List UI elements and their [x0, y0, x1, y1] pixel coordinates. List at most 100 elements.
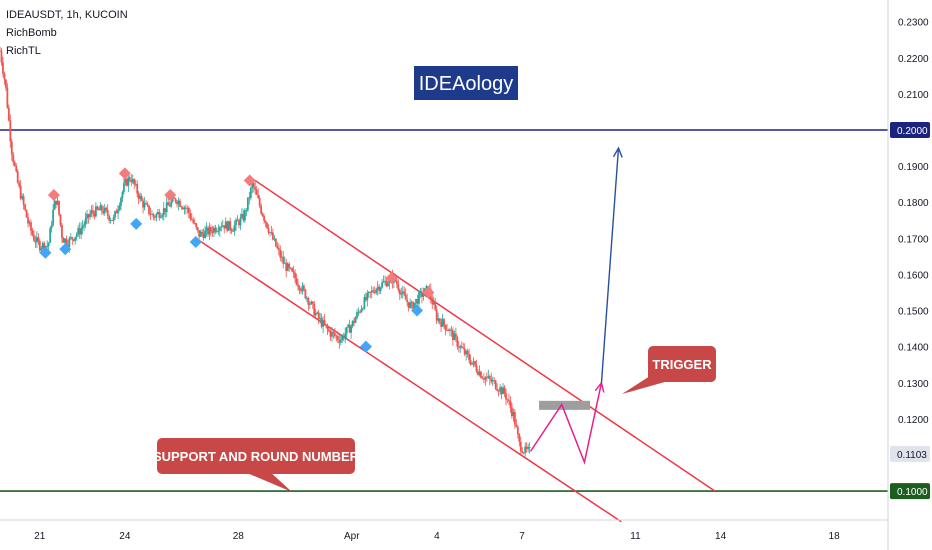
- candle-body: [487, 376, 490, 378]
- candle-body: [232, 231, 234, 232]
- candle-body: [366, 293, 369, 301]
- candle-body: [364, 297, 367, 301]
- candle-body: [161, 215, 164, 217]
- candle-body: [311, 301, 314, 304]
- x-tick-label: 4: [434, 531, 440, 542]
- candle-body: [440, 321, 443, 327]
- candle-body: [362, 308, 364, 310]
- candle-body: [466, 350, 469, 355]
- candle-body: [224, 221, 227, 229]
- trigger-label-box[interactable]: [648, 346, 716, 382]
- candle-body: [387, 283, 389, 287]
- candle-body: [333, 333, 336, 336]
- candle-body: [171, 197, 174, 202]
- candle-body: [49, 228, 52, 243]
- candle-body: [363, 297, 366, 309]
- candle-body: [497, 390, 500, 392]
- channel-upper-line[interactable]: [252, 178, 716, 492]
- candle-body: [97, 209, 100, 211]
- candle-body: [373, 291, 376, 293]
- candle-body: [348, 324, 351, 333]
- trigger-zone[interactable]: [539, 400, 591, 410]
- candle-body: [260, 205, 263, 214]
- candle-body: [480, 371, 482, 378]
- candle-body: [267, 228, 270, 233]
- candle-body: [496, 389, 499, 391]
- candle-body: [283, 262, 286, 264]
- x-tick-label: 18: [829, 531, 841, 542]
- x-tick-label: 11: [630, 531, 641, 542]
- candle-body: [521, 451, 524, 453]
- candle-body: [242, 213, 245, 221]
- candle-body: [133, 179, 136, 185]
- candle-body: [75, 234, 78, 238]
- candle-body: [385, 280, 388, 287]
- candle-body: [500, 387, 503, 395]
- candle-body: [9, 120, 12, 142]
- candle-body: [230, 229, 233, 232]
- candle-body: [449, 329, 451, 332]
- candle-body: [282, 256, 285, 264]
- candle-body: [359, 311, 361, 313]
- candle-body: [484, 377, 487, 380]
- candle-body: [344, 333, 347, 339]
- candle-body: [515, 424, 518, 427]
- candle-body: [53, 200, 56, 210]
- bear-signal-marker: [243, 174, 256, 187]
- candle-body: [146, 203, 149, 206]
- candle-body: [481, 377, 484, 379]
- candle-body: [127, 177, 130, 186]
- candle-body: [214, 227, 217, 232]
- candle-body: [421, 291, 423, 297]
- channel-lower-line[interactable]: [198, 239, 622, 523]
- candle-body: [446, 329, 448, 331]
- candle-body: [5, 79, 7, 88]
- candle-body: [124, 178, 127, 184]
- candle-body: [59, 214, 62, 225]
- candle-body: [475, 365, 478, 372]
- candle-body: [108, 215, 111, 221]
- candle-body: [257, 194, 260, 199]
- candle-body: [307, 298, 310, 305]
- candle-body: [15, 165, 18, 172]
- y-tick-label: 0.1300: [898, 379, 929, 390]
- candle-body: [100, 205, 103, 211]
- candle-body: [177, 200, 180, 205]
- candle-body: [195, 223, 198, 228]
- candle-body: [347, 324, 350, 328]
- x-tick-label: 14: [715, 531, 727, 542]
- candle-body: [105, 207, 108, 211]
- support-label-box[interactable]: [157, 438, 355, 474]
- candle-body: [0, 50, 3, 63]
- bear-signal-marker: [164, 189, 177, 201]
- candle-body: [522, 452, 525, 454]
- projection-path[interactable]: [529, 382, 603, 465]
- indicator-legend-richtl: RichTL: [6, 45, 41, 57]
- candle-body: [249, 188, 252, 199]
- candle-body: [187, 207, 190, 214]
- candle-body: [329, 331, 332, 337]
- candle-body: [255, 189, 258, 195]
- candle-body: [264, 220, 267, 223]
- candle-body: [84, 218, 87, 225]
- x-tick-label: 24: [119, 531, 131, 542]
- candle-body: [3, 73, 6, 80]
- candle-body: [64, 238, 66, 243]
- candle-body: [165, 202, 168, 213]
- candle-body: [407, 302, 410, 308]
- candle-body: [148, 205, 150, 214]
- candle-body: [167, 202, 170, 206]
- candle-body: [87, 214, 90, 218]
- candle-body: [156, 212, 159, 214]
- bull-signal-marker: [39, 246, 52, 259]
- candle-body: [192, 219, 195, 223]
- candle-body: [90, 210, 93, 214]
- candle-body: [190, 218, 193, 220]
- candle-body: [335, 335, 338, 337]
- candle-body: [288, 263, 291, 268]
- candle-body: [291, 268, 294, 272]
- candle-body: [289, 267, 292, 269]
- candle-body: [331, 331, 333, 337]
- target-arrow[interactable]: [600, 148, 620, 383]
- support-label: SUPPORT AND ROUND NUMBER: [153, 449, 360, 464]
